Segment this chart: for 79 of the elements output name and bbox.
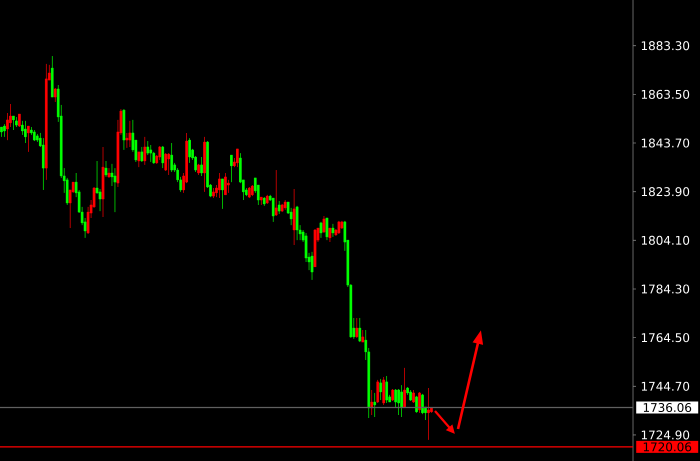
candlestick (272, 198, 275, 222)
y-tick-label: 1724.90 (642, 430, 690, 440)
candlestick (224, 172, 227, 196)
candlestick (412, 390, 415, 404)
candlestick (397, 388, 400, 416)
candlestick (33, 130, 36, 142)
candlestick (278, 200, 281, 214)
candlestick (391, 388, 394, 402)
candlestick (379, 378, 382, 400)
candlestick (15, 116, 18, 128)
candlestick (164, 152, 168, 172)
y-tick-label: 1863.50 (642, 90, 690, 99)
candlestick (143, 136, 146, 166)
candlestick (376, 380, 380, 404)
candlestick (418, 392, 421, 414)
candlestick (18, 114, 21, 128)
candlestick (296, 206, 298, 240)
candlestick (0, 126, 3, 138)
candlestick (188, 138, 191, 164)
candlestick (322, 216, 326, 234)
candlestick (221, 178, 224, 210)
candlestick (385, 376, 388, 404)
candlestick (230, 154, 233, 182)
candlestick (394, 388, 397, 408)
candlestick (138, 152, 140, 168)
candlestick (158, 146, 162, 160)
candlestick (361, 330, 364, 342)
y-tick-label: 1804.10 (642, 236, 690, 245)
candlestick (382, 376, 386, 406)
candlestick (427, 388, 430, 440)
candlestick (140, 146, 144, 162)
candlestick (167, 152, 170, 176)
y-tick-label: 1784.30 (642, 284, 690, 294)
candlestick (409, 390, 412, 402)
candlestick (421, 394, 424, 414)
candlestick (328, 228, 332, 242)
candlestick (292, 188, 296, 246)
candlestick (114, 168, 116, 212)
candlestick (54, 88, 57, 102)
candlestick (218, 172, 221, 198)
candlestick (284, 200, 286, 210)
candlestick (373, 392, 376, 418)
candlestick (403, 368, 406, 408)
candlestick (126, 132, 128, 148)
y-tick-label: 1823.90 (642, 187, 690, 196)
candlestick (200, 156, 203, 176)
candlestick (161, 146, 164, 168)
candlestick (12, 116, 15, 130)
candlestick (320, 222, 322, 238)
candlestick (197, 164, 200, 176)
candlestick (236, 148, 239, 168)
y-tick-label: 1843.70 (642, 138, 690, 148)
candlestick (27, 126, 30, 152)
candlestick (338, 220, 340, 234)
y-tick-label: 1744.70 (642, 382, 690, 391)
candlestick (326, 218, 328, 240)
candlestick (212, 188, 215, 198)
candlestick (24, 120, 27, 144)
candlestick (355, 318, 358, 338)
candlestick (250, 184, 254, 196)
candlestick (227, 180, 230, 194)
candlestick (248, 186, 251, 198)
candlestick (128, 120, 132, 148)
ref-line-label: 1720.06 (644, 442, 692, 452)
candlestick (358, 318, 362, 342)
y-tick-label: 1764.50 (642, 333, 690, 342)
candlestick (149, 144, 152, 162)
candlestick (332, 224, 334, 238)
candlestick (104, 160, 108, 178)
candlestick (274, 170, 278, 216)
candlestick (400, 384, 403, 418)
candlestick (3, 124, 6, 138)
y-tick-label: 1883.30 (642, 41, 690, 50)
ref-line-label: 1736.06 (644, 403, 692, 412)
candlestick (170, 142, 174, 172)
candlestick (310, 252, 314, 280)
candlestick (415, 396, 418, 414)
candlestick (108, 168, 110, 178)
candlestick (266, 194, 269, 204)
